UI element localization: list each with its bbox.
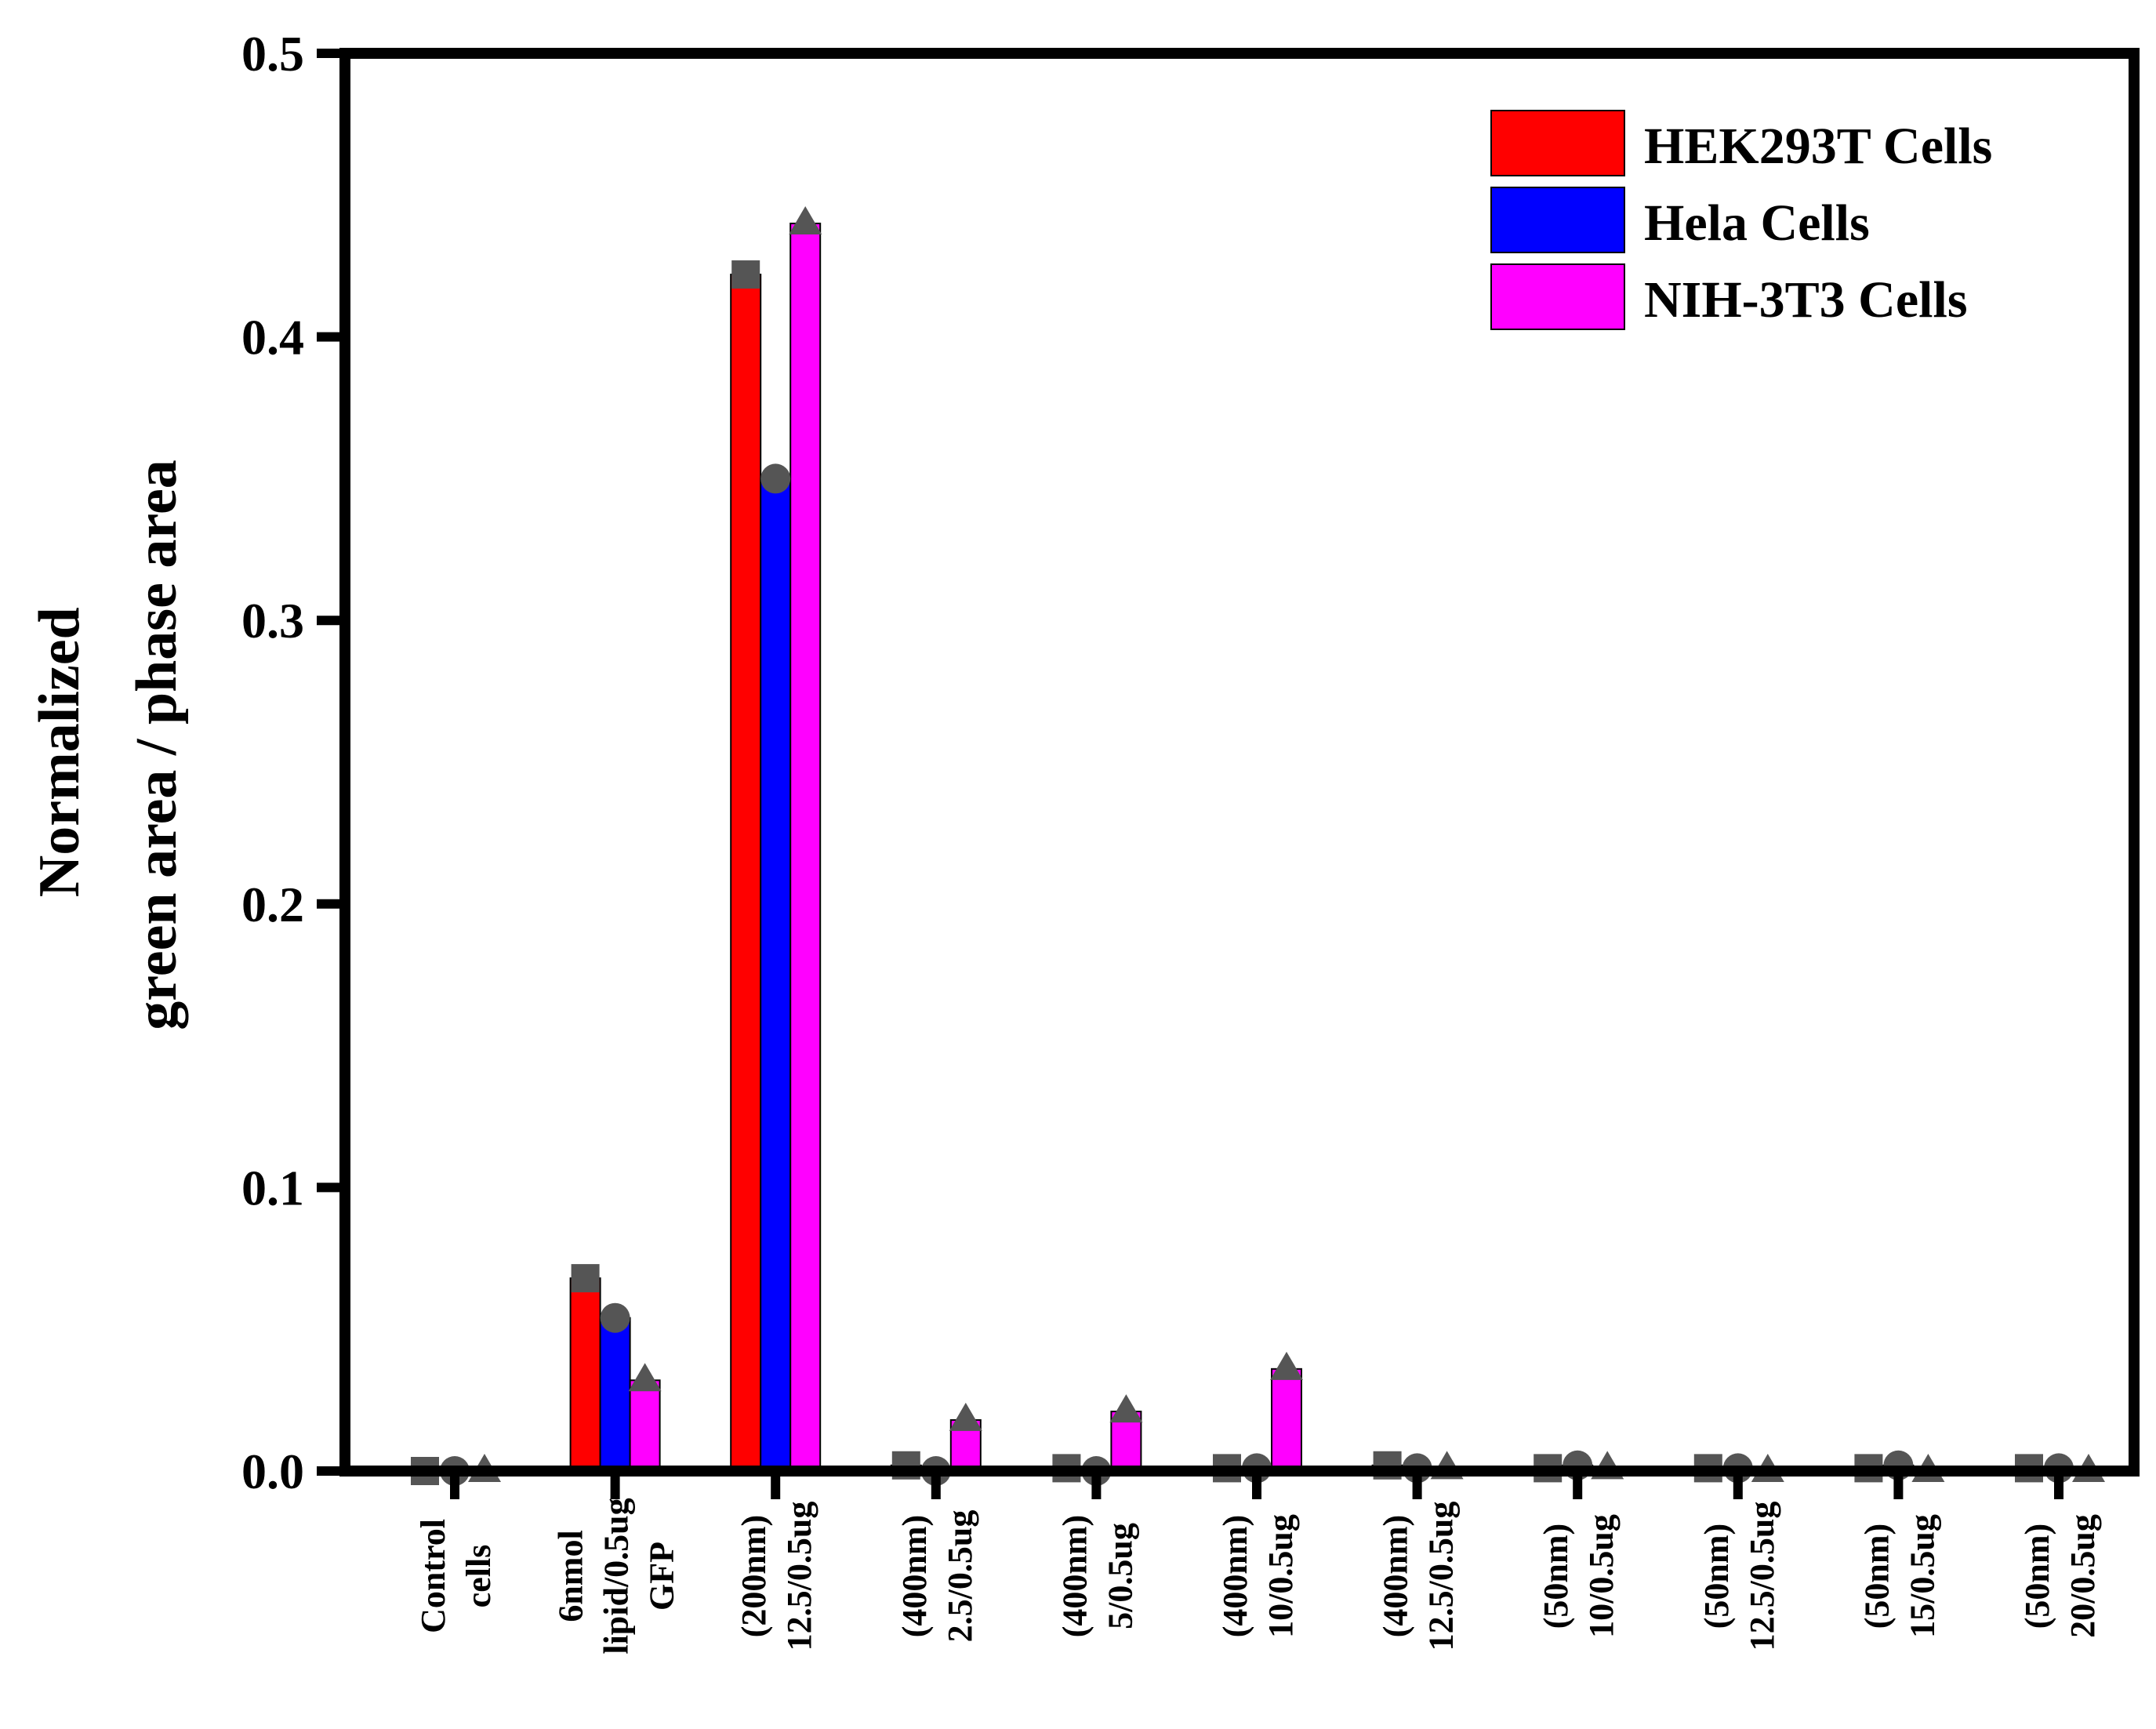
x-tick-label-line: GFP xyxy=(643,1542,681,1611)
markers-layer xyxy=(411,205,2105,1486)
x-tick-label: (50nm) 20/0.5ug xyxy=(2018,1514,2102,1638)
bar-hela-cells xyxy=(760,478,792,1472)
marker-nih-3t3-cells xyxy=(789,205,822,234)
x-tick-label-line: 20/0.5ug xyxy=(2063,1514,2102,1638)
x-tick-label-line: (400nm) xyxy=(1055,1515,1094,1637)
x-tick-label: 6nmol lipid/0.5ug GFP xyxy=(552,1498,681,1654)
x-tick-label-line: Control xyxy=(414,1519,452,1633)
marker-nih-3t3-cells xyxy=(1270,1351,1303,1380)
legend-item-hela: Hela Cells xyxy=(1490,187,1870,253)
bar-nih-3t3-cells xyxy=(789,222,822,1473)
legend-item-nih3t3: NIH-3T3 Cells xyxy=(1490,263,1968,330)
x-tick-label: (50nm) 10/0.5ug xyxy=(1537,1514,1621,1638)
x-tick-label-line: lipid/0.5ug xyxy=(597,1498,636,1654)
marker-hek293t-cells xyxy=(571,1264,600,1293)
x-tick-label: (50nm) 15/0.5ug xyxy=(1857,1514,1941,1638)
x-tick-label-line: (400nm) xyxy=(1216,1515,1254,1637)
y-tick-label: 0.1 xyxy=(241,1160,304,1215)
legend-item-hek293t: HEK293T Cells xyxy=(1490,110,1992,176)
legend-swatch-hela xyxy=(1490,187,1625,253)
x-tick-label: (50nm) 12.5/0.5ug xyxy=(1697,1502,1781,1651)
bar-hela-cells xyxy=(599,1317,631,1472)
x-tick-label: (400nm) 2.5/0.5ug xyxy=(895,1510,979,1643)
y-axis-label: Normalized green area / phase area xyxy=(27,459,189,1030)
y-axis: 0.0 0.1 0.2 0.3 0.4 0.5 xyxy=(241,26,345,1499)
marker-nih-3t3-cells xyxy=(628,1363,662,1392)
legend-swatch-nih3t3 xyxy=(1490,263,1625,330)
x-tick-label: Control cells xyxy=(414,1519,498,1633)
x-tick-label-line: (50nm) xyxy=(2018,1524,2056,1629)
x-tick-label: (400nm) 12.5/0.5ug xyxy=(1377,1502,1461,1651)
marker-hek293t-cells xyxy=(731,260,760,289)
y-axis-label-line-1: Normalized xyxy=(27,607,92,897)
x-tick-label-line: 12.5/0.5ug xyxy=(1743,1502,1781,1651)
bar-nih-3t3-cells xyxy=(629,1379,661,1472)
x-tick-label-line: 12.5/0.5ug xyxy=(1422,1502,1461,1651)
x-tick-label-line: 12.5/0.5ug xyxy=(780,1502,818,1651)
x-tick-label-line: (50nm) xyxy=(1537,1524,1575,1629)
x-tick-label-line: 10/0.5ug xyxy=(1261,1514,1300,1638)
y-tick-label: 0.4 xyxy=(241,310,304,365)
legend-label-hek293t: HEK293T Cells xyxy=(1644,118,1992,175)
x-tick-label-line: 2.5/0.5ug xyxy=(941,1510,979,1643)
bar-hek293t-cells xyxy=(569,1277,601,1473)
x-tick-label-line: cells xyxy=(459,1545,498,1608)
x-tick-label-line: (400nm) xyxy=(895,1515,934,1637)
legend: HEK293T Cells Hela Cells NIH-3T3 Cells xyxy=(1490,110,1992,330)
x-tick-label: (400nm) 10/0.5ug xyxy=(1216,1514,1300,1638)
bar-nih-3t3-cells xyxy=(1271,1368,1302,1472)
x-tick-label-line: 5/0.5ug xyxy=(1101,1523,1139,1629)
legend-label-hela: Hela Cells xyxy=(1644,194,1870,252)
x-tick-label: (200nm) 12.5/0.5ug xyxy=(735,1502,818,1651)
marker-nih-3t3-cells xyxy=(1109,1394,1143,1423)
x-tick-label-line: (50nm) xyxy=(1857,1524,1896,1629)
x-axis: Control cells 6nmol lipid/0.5ug GFP (200nm) 12… xyxy=(414,1471,2102,1655)
y-tick-label: 0.3 xyxy=(241,593,304,648)
marker-nih-3t3-cells xyxy=(949,1402,982,1431)
plot-frame xyxy=(339,48,2140,1477)
y-tick-label: 0.0 xyxy=(241,1444,304,1499)
legend-label-nih3t3: NIH-3T3 Cells xyxy=(1644,271,1968,329)
x-tick-label-line: (200nm) xyxy=(735,1515,773,1637)
y-tick-label: 0.2 xyxy=(241,877,304,932)
x-tick-label-line: (400nm) xyxy=(1377,1515,1415,1637)
marker-hela-cells xyxy=(600,1302,630,1333)
marker-hela-cells xyxy=(760,463,791,494)
y-axis-label-line-2: green area / phase area xyxy=(125,459,189,1030)
x-tick-label-line: 10/0.5ug xyxy=(1582,1514,1621,1638)
legend-swatch-hek293t xyxy=(1490,110,1625,176)
bar-hek293t-cells xyxy=(730,274,762,1473)
bars-layer xyxy=(569,222,2074,1473)
y-tick-label: 0.5 xyxy=(241,26,304,82)
x-tick-label-line: 15/0.5ug xyxy=(1903,1514,1941,1638)
x-tick-label: (400nm) 5/0.5ug xyxy=(1055,1515,1139,1637)
x-tick-label-line: (50nm) xyxy=(1697,1524,1736,1629)
x-tick-label-line: 6nmol xyxy=(552,1530,590,1622)
